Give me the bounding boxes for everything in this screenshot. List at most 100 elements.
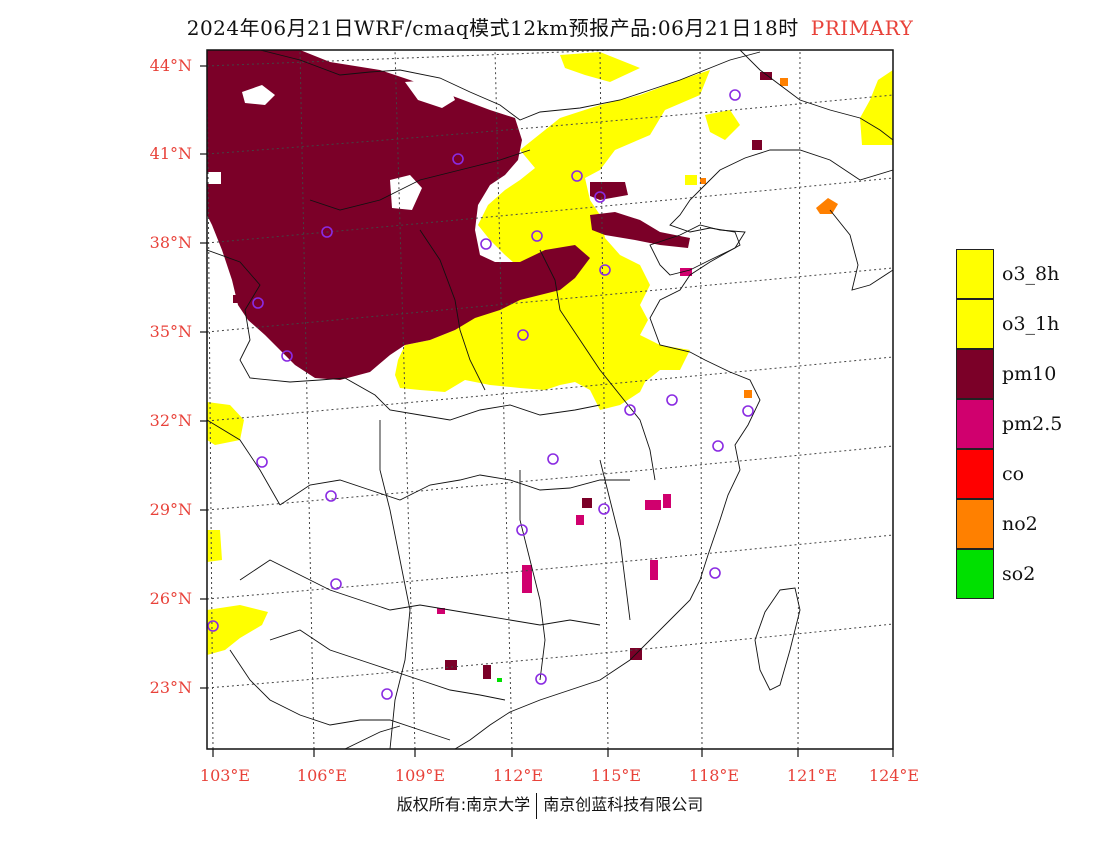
pm10-patch-1 [752, 140, 762, 150]
parallel-23 [207, 623, 893, 689]
pm10-patch-4 [445, 660, 457, 670]
station-marker [547, 453, 559, 465]
gap-3 [390, 175, 422, 210]
station-marker [531, 230, 543, 242]
station-marker [571, 170, 583, 182]
map-plot-area [207, 50, 893, 749]
province-lines-10 [309, 149, 531, 211]
parallel-29 [207, 445, 893, 511]
gap-4 [207, 172, 221, 184]
legend-swatch [956, 399, 994, 449]
lat-label-26: 26°N [149, 589, 192, 608]
station-marker [330, 578, 342, 590]
station-marker [729, 89, 741, 101]
legend-swatch [956, 449, 994, 499]
north-border [259, 50, 761, 121]
pm10-patch-7 [233, 295, 245, 303]
lon-label-103: 103°E [199, 766, 251, 785]
coastline [454, 149, 893, 749]
station-marker [594, 191, 606, 203]
map-title: 2024年06月21日WRF/cmaq模式12km预报产品:06月21日18时 P… [0, 12, 1100, 41]
copyright-left: 版权所有:南京大学 [396, 795, 531, 814]
station-marker [666, 394, 678, 406]
lon-label-106: 106°E [296, 766, 348, 785]
shandong-outline [649, 224, 746, 276]
station-marker [281, 350, 293, 362]
o3-patch-hebei [685, 175, 697, 185]
no2-patch-4 [700, 178, 706, 184]
station-marker [712, 440, 724, 452]
legend-swatch [956, 499, 994, 549]
korea-outline [829, 209, 893, 291]
lon-label-124: 124°E [868, 766, 920, 785]
legend-label: co [1002, 463, 1025, 485]
lon-label-118: 118°E [688, 766, 740, 785]
gap-1 [242, 85, 275, 105]
gap-2 [405, 80, 455, 108]
meridian-106 [299, 50, 315, 749]
pm25-patch-5 [680, 268, 692, 276]
o3-region-korea [860, 70, 893, 145]
pm10-region-beijing [590, 182, 628, 200]
no2-patch-2 [744, 390, 752, 398]
legend-label: pm10 [1002, 363, 1057, 385]
province-lines-8 [519, 470, 546, 681]
station-marker [321, 226, 333, 238]
parallel-26 [207, 534, 893, 600]
map-frame [206, 49, 894, 750]
pm10-region-bohai [590, 212, 690, 248]
station-marker [207, 620, 219, 632]
pm25-patch-4 [650, 560, 658, 580]
legend-swatch [956, 549, 994, 599]
lat-label-29: 29°N [149, 500, 192, 519]
copyright-right: 南京创蓝科技有限公司 [543, 795, 704, 814]
station-marker [709, 567, 721, 579]
station-markers [207, 89, 754, 700]
northeast-lines [739, 50, 893, 141]
province-lines-11 [207, 419, 281, 506]
lon-label-109: 109°E [394, 766, 446, 785]
lon-label-115: 115°E [590, 766, 642, 785]
station-marker [516, 524, 528, 536]
parallel-32 [207, 356, 893, 422]
meridian-118 [699, 50, 703, 749]
legend-swatch [956, 299, 994, 349]
pm10-patch-5 [483, 665, 491, 679]
parallel-41 [207, 94, 893, 155]
lat-label-41: 41°N [149, 144, 192, 163]
province-lines-2 [344, 377, 601, 421]
lon-label-121: 121°E [786, 766, 838, 785]
pm10-gaps [207, 80, 455, 210]
title-tag: PRIMARY [810, 16, 914, 40]
so2-patch [497, 678, 502, 682]
station-marker [599, 264, 611, 276]
taiwan-outline [754, 587, 801, 691]
station-marker [517, 329, 529, 341]
legend-label: o3_1h [1002, 313, 1060, 335]
station-marker [742, 405, 754, 417]
parallel-35 [207, 267, 893, 333]
o3-region-yunnan-west [207, 530, 222, 562]
no2-patch-3 [780, 78, 788, 86]
pm25-patch-6 [437, 608, 445, 614]
meridian-112 [494, 50, 513, 749]
axis-ticks [200, 65, 894, 757]
pm25-regions [437, 268, 692, 614]
pm10-patch-2 [760, 72, 772, 80]
hainan-border-stub [344, 725, 401, 749]
province-lines-5 [419, 229, 486, 391]
pm25-patch-1 [645, 500, 661, 510]
pm10-region-northwest [207, 50, 590, 380]
title-main: 2024年06月21日WRF/cmaq模式12km预报产品:06月21日18时 [186, 16, 799, 40]
station-marker [252, 297, 264, 309]
meridian-115 [599, 50, 609, 749]
copyright-divider [536, 792, 538, 819]
meridian-109 [394, 50, 416, 749]
meridian-103 [207, 50, 214, 749]
legend-label: o3_8h [1002, 263, 1060, 285]
o3-region-liaodong [705, 110, 740, 140]
copyright: 版权所有:南京大学 南京创蓝科技有限公司 [0, 791, 1100, 819]
lon-label-112: 112°E [492, 766, 544, 785]
o3-region-sichuan [207, 402, 244, 445]
pm10-regions [207, 50, 772, 679]
